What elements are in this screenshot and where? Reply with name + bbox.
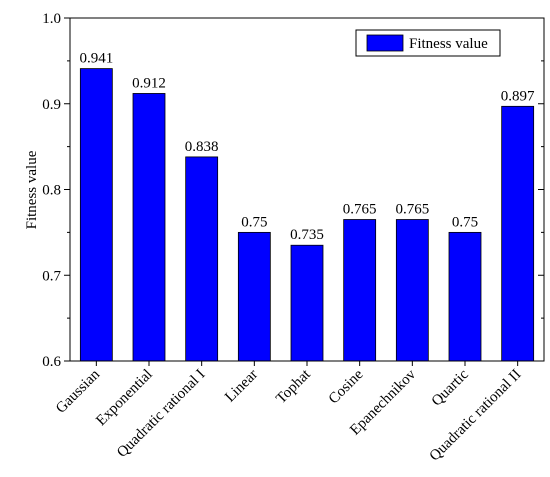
data-label-4: 0.735 — [290, 227, 324, 243]
bar-5 — [343, 219, 377, 362]
data-label-8: 0.897 — [501, 88, 535, 104]
y-axis: 0.6 0.7 0.8 0.9 1.0 — [42, 11, 544, 370]
bar-7 — [448, 231, 482, 362]
bars-layer — [79, 68, 535, 362]
data-label-1: 0.912 — [132, 75, 166, 91]
y-tick-label: 0.8 — [42, 183, 61, 199]
legend-label: Fitness value — [409, 36, 488, 52]
x-tick-label-2: Quadratic rational I — [114, 367, 208, 461]
legend-swatch — [366, 34, 404, 52]
x-tick-label-8: Quadratic rational II — [427, 367, 525, 465]
y-tick-label: 0.6 — [42, 354, 61, 370]
data-label-0: 0.941 — [79, 51, 113, 67]
x-tick-label-5: Cosine — [326, 366, 367, 407]
data-label-7: 0.75 — [452, 214, 478, 230]
bar-1 — [132, 93, 166, 362]
bar-4 — [290, 244, 324, 362]
y-tick-label: 0.7 — [42, 268, 61, 284]
data-label-5: 0.765 — [343, 202, 377, 218]
y-tick-label: 1.0 — [42, 11, 61, 27]
bar-0 — [79, 68, 113, 362]
data-label-2: 0.838 — [185, 139, 219, 155]
bar-8 — [501, 105, 535, 362]
bar-3 — [237, 231, 271, 362]
data-label-6: 0.765 — [395, 202, 429, 218]
y-axis-title: Fitness value — [24, 150, 40, 229]
bar-2 — [185, 156, 219, 362]
legend: Fitness value — [355, 29, 501, 57]
x-tick-label-0: Gaussian — [53, 366, 104, 417]
y-tick-label: 0.9 — [42, 97, 61, 113]
data-labels-layer: 0.941 0.912 0.838 0.75 0.735 0.765 0.765 0.75 0.… — [79, 51, 535, 244]
bar-6 — [395, 219, 429, 362]
x-tick-label-7: Quartic — [429, 366, 472, 409]
data-label-3: 0.75 — [241, 214, 267, 230]
x-tick-label-3: Linear — [222, 367, 261, 406]
x-tick-label-4: Tophat — [273, 366, 314, 407]
